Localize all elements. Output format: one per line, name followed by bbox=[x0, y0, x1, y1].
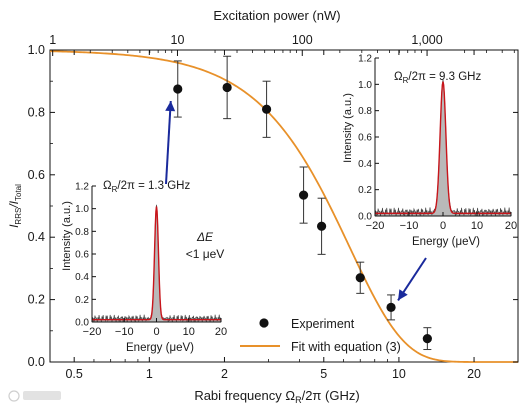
inset-axis-ticks: −20 −10 0 10 20 0.0 0.2 0.4 0.6 0.8 1.0 1.2 bbox=[358, 54, 517, 233]
arrows-layer bbox=[165, 100, 427, 301]
data-point bbox=[422, 334, 432, 344]
inset-x-tick-label: 0 bbox=[440, 220, 446, 232]
inset-spectrum bbox=[374, 79, 512, 217]
legend-marker-experiment bbox=[259, 318, 269, 328]
y-tick-label: 0.6 bbox=[28, 168, 45, 182]
top-axis-ticks: 1 10 100 1,000 bbox=[49, 33, 515, 56]
inset-rabi-label: ΩR/2π = 1.3 GHz bbox=[103, 180, 190, 194]
x-tick-label: 5 bbox=[320, 367, 327, 381]
inset-x-tick-label: 20 bbox=[505, 220, 517, 232]
legend-label-fit: Fit with equation (3) bbox=[291, 340, 401, 354]
inset-y-tick-label: 1.0 bbox=[75, 204, 89, 215]
x-tick-label: 10 bbox=[392, 367, 406, 381]
inset-y-tick-label: 0.2 bbox=[358, 185, 372, 196]
y-tick-label: 0.2 bbox=[28, 293, 45, 307]
data-point bbox=[298, 190, 309, 200]
inset-x-tick-label: 20 bbox=[215, 326, 227, 338]
inset-y-label: Intensity (a.u.) bbox=[342, 93, 354, 163]
inset-rabi-label: ΩR/2π = 9.3 GHz bbox=[394, 71, 481, 85]
inset-y-label: Intensity (a.u.) bbox=[61, 201, 73, 271]
top-tick-label: 10 bbox=[171, 33, 185, 47]
inset-y-tick-label: 0.0 bbox=[358, 212, 372, 223]
x-axis-ticks: 0.5 1 2 5 10 20 bbox=[49, 50, 519, 381]
inset-x-tick-label: −20 bbox=[366, 220, 385, 232]
y-tick-label: 0.0 bbox=[28, 355, 45, 369]
top-tick-label: 100 bbox=[292, 33, 313, 47]
inset-spectrum bbox=[91, 204, 222, 323]
inset-low-rabi: −20 −10 0 10 20 0.0 0.2 0.4 0.6 0.8 1.0 1.2 ΩR/2π =… bbox=[61, 180, 227, 354]
y-axis-label: IRRS/ITotal bbox=[7, 184, 23, 228]
y-axis-ticks: 0.0 0.2 0.4 0.6 0.8 1.0 bbox=[28, 43, 518, 369]
inset-linewidth-value: <1 μeV bbox=[186, 247, 225, 261]
data-point bbox=[316, 221, 327, 231]
inset-x-tick-label: 10 bbox=[471, 220, 483, 232]
main-plot: 0.5 1 2 5 10 20 1 10 100 1,000 0.00.20.40.60.81.… bbox=[7, 8, 519, 405]
fit-layer bbox=[49, 50, 518, 363]
inset-y-tick-label: 0.8 bbox=[358, 106, 372, 117]
inset-y-tick-label: 0.6 bbox=[75, 250, 89, 261]
inset-linewidth-symbol: ΔE bbox=[196, 230, 214, 244]
inset-high-rabi: −20 −10 0 10 20 0.0 0.2 0.4 0.6 0.8 1.0 1.2 ΩR/2π =… bbox=[342, 54, 517, 249]
x-tick-label: 1 bbox=[146, 367, 153, 381]
inset-y-tick-label: 0.4 bbox=[358, 159, 372, 170]
inset-x-tick-label: −10 bbox=[115, 326, 134, 338]
x-tick-label: 2 bbox=[221, 367, 228, 381]
legend-label-experiment: Experiment bbox=[291, 317, 355, 331]
top-axis-label: Excitation power (nW) bbox=[213, 8, 340, 23]
top-tick-label: 1 bbox=[49, 33, 56, 47]
inset-y-tick-label: 0.2 bbox=[75, 295, 89, 306]
y-tick-label: 0.8 bbox=[28, 105, 45, 119]
y-tick-label: 0.4 bbox=[28, 230, 45, 244]
inset-x-tick-label: −10 bbox=[400, 220, 419, 232]
x-tick-label: 20 bbox=[467, 367, 481, 381]
x-tick-label: 0.5 bbox=[65, 367, 82, 381]
inset-y-tick-label: 1.0 bbox=[358, 80, 372, 91]
top-tick-label: 1,000 bbox=[411, 33, 442, 47]
inset-y-tick-label: 1.2 bbox=[358, 54, 372, 65]
data-point bbox=[222, 82, 232, 93]
fit-curve bbox=[49, 50, 518, 363]
spectrum-fit bbox=[92, 206, 221, 321]
data-point bbox=[173, 84, 183, 94]
inset-x-tick-label: 0 bbox=[153, 326, 159, 338]
watermark-logo bbox=[8, 390, 61, 402]
inset-y-tick-label: 0.6 bbox=[358, 133, 372, 144]
pointer-arrow-head bbox=[165, 101, 176, 112]
spectrum-fit bbox=[375, 81, 511, 215]
inset-y-tick-label: 0.4 bbox=[75, 272, 89, 283]
inset-x-tick-label: 10 bbox=[183, 326, 195, 338]
x-axis-label: Rabi frequency ΩR/2π (GHz) bbox=[194, 388, 359, 405]
inset-y-tick-label: 0.8 bbox=[75, 227, 89, 238]
inset-x-label: Energy (μeV) bbox=[412, 236, 480, 248]
data-point bbox=[386, 302, 396, 312]
inset-y-tick-label: 0.0 bbox=[75, 318, 89, 329]
pointer-arrow-shaft bbox=[165, 100, 172, 185]
pointer-arrow-head bbox=[398, 289, 408, 301]
inset-x-label: Energy (μeV) bbox=[126, 342, 194, 354]
data-point bbox=[355, 273, 365, 283]
points-layer bbox=[173, 55, 432, 351]
legend: Experiment Fit with equation (3) bbox=[240, 317, 401, 354]
y-tick-label: 1.0 bbox=[28, 43, 45, 57]
data-point bbox=[261, 104, 272, 114]
inset-axis-ticks: −20 −10 0 10 20 0.0 0.2 0.4 0.6 0.8 1.0 1.2 bbox=[75, 182, 227, 339]
inset-y-tick-label: 1.2 bbox=[75, 182, 89, 193]
inset-x-tick-label: −20 bbox=[83, 326, 102, 338]
